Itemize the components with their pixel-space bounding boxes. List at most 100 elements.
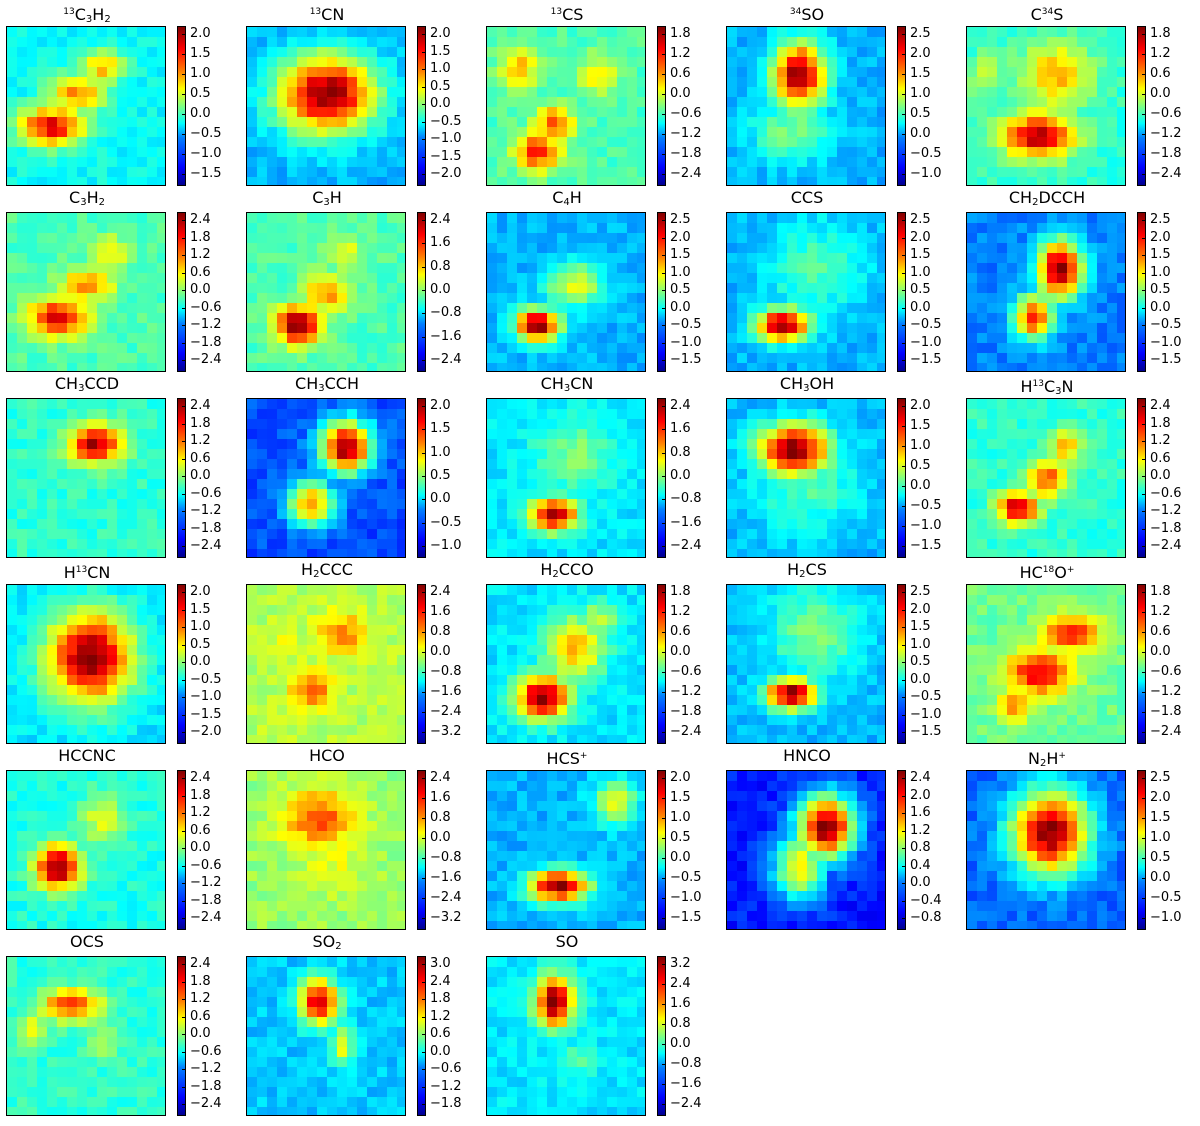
heatmap-cell xyxy=(97,223,108,234)
heatmap-cell xyxy=(267,167,278,178)
heatmap-cell xyxy=(727,635,738,646)
heatmap-cell xyxy=(837,665,848,676)
heatmap-cell xyxy=(77,715,88,726)
heatmap-cell xyxy=(57,177,68,185)
heatmap-cell xyxy=(1057,419,1068,430)
heatmap-cell xyxy=(1097,469,1108,480)
heatmap-cell xyxy=(577,353,588,364)
heatmap-cell xyxy=(107,323,118,334)
heatmap-cell xyxy=(147,469,158,480)
heatmap-cell xyxy=(67,27,78,38)
heatmap-cell xyxy=(387,213,398,224)
heatmap-cell xyxy=(387,333,398,344)
heatmap-cell xyxy=(107,243,118,254)
heatmap-cell xyxy=(137,479,148,490)
heatmap-cell xyxy=(807,87,818,98)
heatmap-cell xyxy=(297,363,308,371)
heatmap-cell xyxy=(567,107,578,118)
heatmap-cell xyxy=(317,715,328,726)
heatmap-cell xyxy=(27,449,38,460)
heatmap-cell xyxy=(597,409,608,420)
heatmap-cell xyxy=(397,715,405,726)
heatmap-cell xyxy=(137,419,148,430)
heatmap-cell xyxy=(867,293,878,304)
heatmap-cell xyxy=(97,399,108,410)
heatmap-cell xyxy=(357,37,368,48)
heatmap-cell xyxy=(37,77,48,88)
heatmap-cell xyxy=(547,469,558,480)
heatmap-cell xyxy=(27,595,38,606)
heatmap-cell xyxy=(1087,353,1098,364)
heatmap-cell xyxy=(587,283,598,294)
heatmap-cell xyxy=(247,725,258,736)
heatmap-cell xyxy=(387,635,398,646)
heatmap-cell xyxy=(497,273,508,284)
heatmap-cell xyxy=(837,333,848,344)
heatmap-cell xyxy=(97,615,108,626)
heatmap-cell xyxy=(147,323,158,334)
heatmap-cell xyxy=(327,343,338,354)
heatmap-cell xyxy=(587,399,598,410)
heatmap-cell xyxy=(977,233,988,244)
heatmap-cell xyxy=(547,223,558,234)
heatmap-cell xyxy=(577,735,588,743)
heatmap-cell xyxy=(877,459,885,470)
heatmap-cell xyxy=(747,655,758,666)
heatmap-cell xyxy=(1107,243,1118,254)
heatmap-cell xyxy=(597,147,608,158)
heatmap-cell xyxy=(1037,343,1048,354)
heatmap-cell xyxy=(567,539,578,550)
heatmap-cell xyxy=(617,243,628,254)
heatmap-cell xyxy=(507,37,518,48)
heatmap-cell xyxy=(757,97,768,108)
heatmap-cell xyxy=(1027,77,1038,88)
heatmap-cell xyxy=(377,439,388,450)
heatmap-cell xyxy=(777,459,788,470)
heatmap-cell xyxy=(997,223,1008,234)
heatmap-cell xyxy=(487,615,498,626)
heatmap-cell xyxy=(307,685,318,696)
heatmap-cell xyxy=(7,353,18,364)
colorbar-tick-label: 1.5 xyxy=(902,419,931,433)
heatmap-cell xyxy=(627,233,638,244)
heatmap-cell xyxy=(1087,429,1098,440)
heatmap-cell xyxy=(107,615,118,626)
heatmap-cell xyxy=(1057,47,1068,58)
heatmap-cell xyxy=(397,409,405,420)
heatmap-cell xyxy=(377,157,388,168)
heatmap-cell xyxy=(877,499,885,510)
heatmap-cell xyxy=(617,715,628,726)
heatmap-cell xyxy=(597,283,608,294)
heatmap-cell xyxy=(367,539,378,550)
heatmap-cell xyxy=(137,167,148,178)
heatmap-cell xyxy=(387,263,398,274)
heatmap-cell xyxy=(157,127,165,138)
heatmap-cell xyxy=(627,705,638,716)
heatmap-cell xyxy=(567,725,578,736)
heatmap-cell xyxy=(737,399,748,410)
heatmap-cell xyxy=(307,283,318,294)
heatmap xyxy=(246,26,406,186)
heatmap-cell xyxy=(37,353,48,364)
heatmap-cell xyxy=(247,253,258,264)
heatmap-cell xyxy=(257,343,268,354)
heatmap-cell xyxy=(1107,97,1118,108)
heatmap-cell xyxy=(347,685,358,696)
heatmap-cell xyxy=(617,529,628,540)
heatmap-cell xyxy=(507,77,518,88)
heatmap-cell xyxy=(347,625,358,636)
heatmap-cell xyxy=(737,313,748,324)
heatmap-cell xyxy=(127,399,138,410)
heatmap-cell xyxy=(1027,439,1038,450)
heatmap-cell xyxy=(557,519,568,530)
heatmap-cell xyxy=(307,735,318,743)
heatmap-cell xyxy=(537,303,548,314)
heatmap-cell xyxy=(337,685,348,696)
heatmap-cell xyxy=(997,529,1008,540)
heatmap-cell xyxy=(837,177,848,185)
heatmap-cell xyxy=(557,293,568,304)
heatmap-cell xyxy=(867,97,878,108)
heatmap-cell xyxy=(987,459,998,470)
heatmap-cell xyxy=(967,409,978,420)
heatmap-cell xyxy=(327,303,338,314)
